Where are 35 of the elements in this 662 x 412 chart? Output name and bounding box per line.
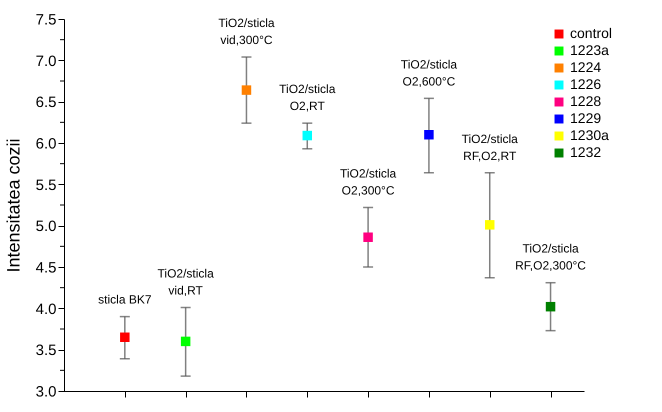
y-tick-label: 7.0 <box>36 52 56 70</box>
legend-label: 1229 <box>570 110 602 126</box>
annotation: TiO2/sticla O2,600°C <box>400 57 458 88</box>
annotation: sticla BK7 <box>98 292 152 307</box>
y-tick-label: 4.0 <box>36 300 56 318</box>
y-tick-label: 6.5 <box>36 94 56 112</box>
point <box>120 332 130 342</box>
annotation: TiO2/sticla vid,300°C <box>218 16 275 48</box>
legend-label: 1224 <box>570 59 602 75</box>
legend-label: control <box>570 25 612 41</box>
y-axis-title: Intensitatea cozii <box>4 138 24 273</box>
annotation: TiO2/sticla O2,RT <box>279 82 336 114</box>
annotation: TiO2/sticla RF,O2,RT <box>462 132 518 163</box>
legend-label: 1223a <box>570 42 610 58</box>
point <box>484 220 494 230</box>
annotation: TiO2/sticla vid,RT <box>158 266 214 298</box>
point <box>180 336 190 346</box>
legend-label: 1230a <box>570 127 610 143</box>
y-tick-label: 5.5 <box>36 176 56 194</box>
point <box>546 302 556 312</box>
point <box>242 85 252 95</box>
legend-label: 1226 <box>570 76 602 92</box>
y-tick-label: 7.5 <box>36 12 56 28</box>
annotation: TiO2/sticla O2,300°C <box>340 166 397 198</box>
legend-label: 1228 <box>570 93 602 109</box>
point <box>302 130 312 140</box>
legend-label: 1232 <box>570 144 602 160</box>
point <box>424 130 434 140</box>
y-tick-label: 5.0 <box>36 218 56 236</box>
y-tick-label: 3.5 <box>36 342 56 360</box>
y-tick-label: 6.0 <box>36 136 56 152</box>
annotation: TiO2/sticla RF,O2,300°C <box>515 242 586 273</box>
y-tick-label: 3.0 <box>36 384 56 400</box>
y-tick-label: 4.5 <box>36 260 56 276</box>
point <box>363 232 373 242</box>
